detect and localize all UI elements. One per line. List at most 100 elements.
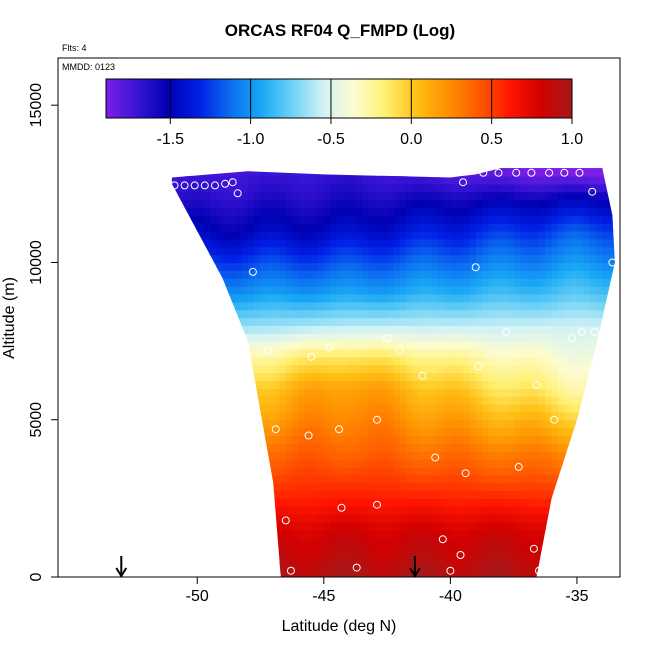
heatmap-cell xyxy=(355,278,363,287)
heatmap-cell xyxy=(311,482,319,492)
heatmap-cell xyxy=(399,521,407,531)
heatmap-cell xyxy=(532,246,540,256)
heatmap-cell xyxy=(184,183,192,193)
heatmap-cell xyxy=(260,207,268,216)
heatmap-cell xyxy=(557,183,565,193)
heatmap-cell xyxy=(557,191,565,201)
heatmap-cell xyxy=(488,419,496,429)
heatmap-cell xyxy=(589,231,597,240)
heatmap-cell xyxy=(418,325,426,334)
heatmap-cell xyxy=(285,459,293,468)
heatmap-cell xyxy=(482,521,489,531)
heatmap-cell xyxy=(425,254,432,264)
heatmap-cell xyxy=(488,459,496,468)
heatmap-cell xyxy=(557,231,565,240)
heatmap-cell xyxy=(526,246,534,256)
heatmap-cell xyxy=(311,427,319,437)
heatmap-cell xyxy=(444,545,451,555)
heatmap-cell xyxy=(520,404,527,413)
heatmap-cell xyxy=(285,254,293,264)
heatmap-cell xyxy=(260,183,268,193)
flight-track-point xyxy=(438,535,447,544)
heatmap-cell xyxy=(456,278,464,287)
heatmap-cell xyxy=(374,459,382,468)
heatmap-cell xyxy=(570,341,578,350)
heatmap-cell xyxy=(501,459,508,468)
heatmap-cell xyxy=(399,301,407,311)
heatmap-cell xyxy=(488,466,496,476)
heatmap-cell xyxy=(317,262,325,271)
heatmap-cell xyxy=(273,474,281,484)
heatmap-cell xyxy=(336,199,344,209)
heatmap-cell xyxy=(507,529,515,539)
heatmap-cell xyxy=(279,498,287,507)
heatmap-cell xyxy=(292,246,300,256)
heatmap-cell xyxy=(444,490,451,499)
heatmap-cell xyxy=(235,207,243,216)
heatmap-cell xyxy=(482,482,489,492)
heatmap-cell xyxy=(190,207,198,216)
heatmap-cell xyxy=(437,317,445,326)
heatmap-cell xyxy=(576,199,584,209)
heatmap-cell xyxy=(330,561,338,570)
heatmap-cell xyxy=(279,223,287,232)
heatmap-cell xyxy=(279,191,287,201)
heatmap-cell xyxy=(463,466,470,476)
heatmap-cell xyxy=(235,175,243,185)
heatmap-cell xyxy=(342,569,350,577)
heatmap-cell xyxy=(532,238,540,248)
date-label: MMDD: 0123 xyxy=(62,62,115,72)
heatmap-cell xyxy=(538,459,546,468)
heatmap-cell xyxy=(488,168,496,177)
heatmap-cell xyxy=(355,404,363,413)
heatmap-cell xyxy=(406,231,414,240)
heatmap-cell xyxy=(494,482,502,492)
heatmap-cell xyxy=(266,246,274,256)
heatmap-cell xyxy=(482,293,489,303)
heatmap-cell xyxy=(399,183,407,193)
heatmap-cell xyxy=(368,254,376,264)
heatmap-cell xyxy=(532,545,540,555)
heatmap-cell xyxy=(450,286,458,295)
heatmap-cell xyxy=(330,466,338,476)
heatmap-cell xyxy=(393,286,401,295)
heatmap-cell xyxy=(551,286,559,295)
heatmap-cell xyxy=(513,545,521,555)
heatmap-cell xyxy=(292,569,300,577)
heatmap-cell xyxy=(349,482,357,492)
heatmap-cell xyxy=(349,474,357,484)
heatmap-cell xyxy=(431,459,439,468)
heatmap-cell xyxy=(368,451,376,460)
heatmap-cell xyxy=(317,459,325,468)
heatmap-cell xyxy=(450,443,458,452)
heatmap-cell xyxy=(292,521,300,531)
heatmap-cell xyxy=(279,569,287,577)
heatmap-cell xyxy=(406,404,414,413)
heatmap-cell xyxy=(317,301,325,311)
heatmap-cell xyxy=(425,238,432,248)
heatmap-cell xyxy=(406,474,414,484)
heatmap-cell xyxy=(488,254,496,264)
heatmap-cell xyxy=(273,466,281,476)
heatmap-cell xyxy=(437,482,445,492)
heatmap-cell xyxy=(526,506,534,515)
heatmap-cell xyxy=(342,404,350,413)
heatmap-cell xyxy=(425,545,432,555)
heatmap-cell xyxy=(368,521,376,531)
heatmap-cell xyxy=(355,341,363,350)
heatmap-cell xyxy=(317,199,325,209)
heatmap-cell xyxy=(425,498,432,507)
heatmap-cell xyxy=(368,223,376,232)
heatmap-cell xyxy=(311,175,319,185)
heatmap-cell xyxy=(444,364,451,374)
heatmap-cell xyxy=(482,286,489,295)
heatmap-cell xyxy=(368,490,376,499)
heatmap-cell xyxy=(469,380,477,389)
heatmap-cell xyxy=(342,286,350,295)
heatmap-cell xyxy=(488,199,496,209)
heatmap-cell xyxy=(557,286,565,295)
heatmap-cell xyxy=(425,404,432,413)
heatmap-cell xyxy=(393,364,401,374)
heatmap-cell xyxy=(501,270,508,279)
heatmap-cell xyxy=(374,427,382,437)
